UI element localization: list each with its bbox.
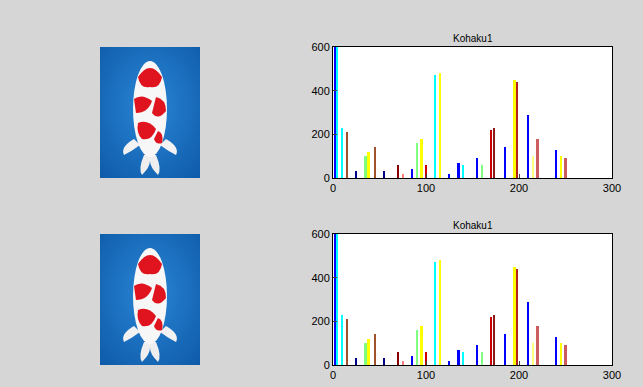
svg-text:100: 100 <box>417 182 435 194</box>
svg-text:200: 200 <box>510 182 528 194</box>
svg-text:0: 0 <box>330 182 336 194</box>
svg-text:100: 100 <box>417 369 435 381</box>
svg-text:400: 400 <box>311 85 329 97</box>
svg-text:Kohaku1: Kohaku1 <box>453 220 493 231</box>
svg-text:400: 400 <box>311 272 329 284</box>
svg-text:300: 300 <box>603 182 621 194</box>
svg-text:0: 0 <box>330 369 336 381</box>
svg-text:600: 600 <box>311 41 329 53</box>
svg-text:0: 0 <box>324 172 330 184</box>
svg-text:300: 300 <box>603 369 621 381</box>
svg-text:200: 200 <box>311 315 329 327</box>
svg-text:600: 600 <box>311 228 329 240</box>
svg-text:200: 200 <box>510 369 528 381</box>
svg-text:Kohaku1: Kohaku1 <box>453 33 493 44</box>
svg-text:200: 200 <box>311 128 329 140</box>
svg-text:0: 0 <box>324 359 330 371</box>
